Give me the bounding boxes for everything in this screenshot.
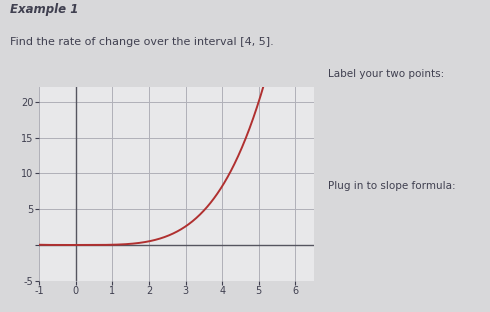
Text: Example 1: Example 1 <box>10 3 78 16</box>
Text: Plug in to slope formula:: Plug in to slope formula: <box>328 181 456 191</box>
Text: Label your two points:: Label your two points: <box>328 69 444 79</box>
Text: Find the rate of change over the interval [4, 5].: Find the rate of change over the interva… <box>10 37 273 47</box>
